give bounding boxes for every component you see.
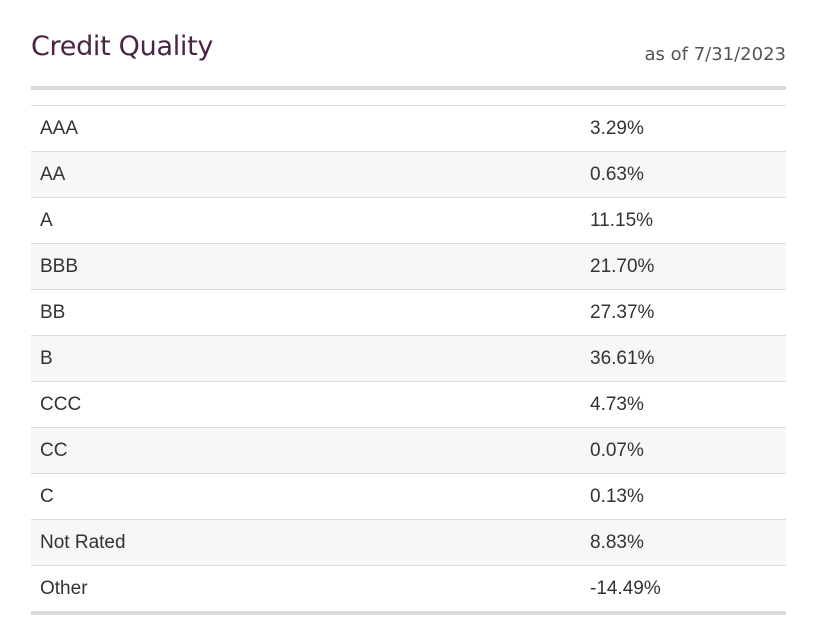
rating-label: CCC [40,394,82,415]
rating-percentage: 0.13% [590,486,644,507]
panel-header: Credit Quality as of 7/31/2023 [31,0,786,86]
rating-percentage: 4.73% [590,394,644,415]
panel-title: Credit Quality [31,31,214,62]
credit-quality-table: AAA 3.29% AA 0.63% A 11.15% BBB 21.70% B… [31,105,786,612]
rating-label: BB [40,302,66,323]
as-of-date: as of 7/31/2023 [644,44,787,65]
rating-label: Other [40,578,88,599]
rating-percentage: 3.29% [590,118,644,139]
rating-percentage: -14.49% [590,578,661,599]
rating-percentage: 0.63% [590,164,644,185]
rating-label: C [40,486,54,507]
table-row: CCC 4.73% [31,382,786,428]
table-bottom-divider [31,612,786,615]
rating-label: CC [40,440,68,461]
table-row: BBB 21.70% [31,244,786,290]
rating-label: AA [40,164,66,185]
rating-label: Not Rated [40,532,126,553]
rating-percentage: 36.61% [590,348,655,369]
rating-label: AAA [40,118,79,139]
rating-percentage: 8.83% [590,532,644,553]
table-row: A 11.15% [31,198,786,244]
table-row: C 0.13% [31,474,786,520]
table-row: Other -14.49% [31,566,786,612]
rating-percentage: 0.07% [590,440,644,461]
rating-percentage: 21.70% [590,256,655,277]
rating-label: BBB [40,256,79,277]
table-row: Not Rated 8.83% [31,520,786,566]
rating-label: A [40,210,53,231]
rating-label: B [40,348,53,369]
table-row: CC 0.07% [31,428,786,474]
table-row: B 36.61% [31,336,786,382]
table-row: AAA 3.29% [31,106,786,152]
credit-quality-panel: Credit Quality as of 7/31/2023 AAA 3.29%… [31,0,786,615]
rating-percentage: 27.37% [590,302,655,323]
header-divider [31,86,786,90]
rating-percentage: 11.15% [590,210,654,231]
table-row: BB 27.37% [31,290,786,336]
table-row: AA 0.63% [31,152,786,198]
